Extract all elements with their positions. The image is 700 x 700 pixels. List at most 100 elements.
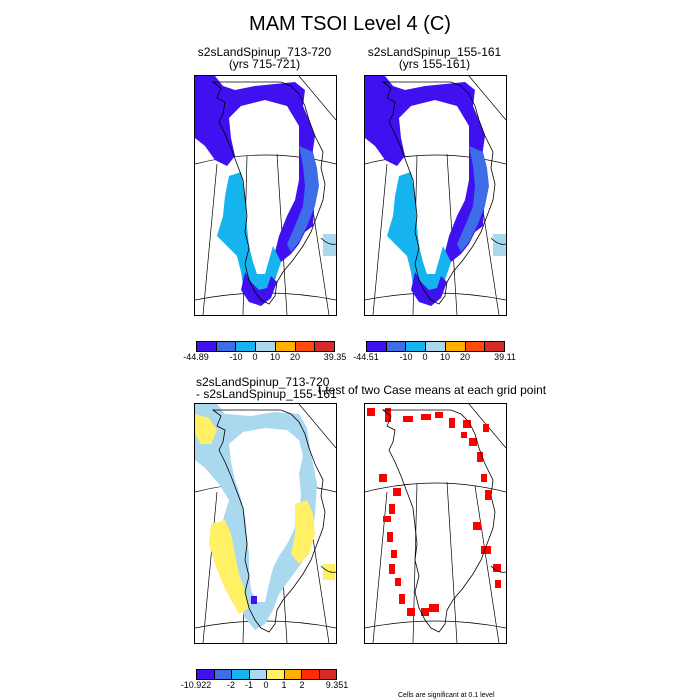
colorbar-swatch xyxy=(236,342,257,351)
colorbar-3-tick: 1 xyxy=(281,680,287,690)
significant-cell xyxy=(435,412,443,418)
colorbar-3-max: 9.351 xyxy=(325,680,349,690)
colorbar-swatch xyxy=(386,342,407,351)
significant-cell xyxy=(393,488,401,496)
mild-region xyxy=(387,172,451,302)
significant-cell xyxy=(389,564,395,574)
significant-cell xyxy=(477,452,483,462)
map-panel-3 xyxy=(194,403,337,644)
cold-region xyxy=(241,272,277,306)
colorbar-1-max: 39.35 xyxy=(323,352,347,362)
latitude-line xyxy=(365,620,506,629)
colorbar-2-max: 39.11 xyxy=(494,352,516,362)
colorbar-swatch xyxy=(284,670,302,679)
cold-cell xyxy=(251,596,257,604)
colorbar-swatch xyxy=(232,670,250,679)
panel-1-title: s2sLandSpinup_713-720 (yrs 715-721) xyxy=(194,46,335,70)
panel-3-title-line1: s2sLandSpinup_713-720 xyxy=(196,375,330,389)
significant-cell xyxy=(389,504,395,514)
greenland-coastline xyxy=(381,81,496,305)
meridian-line xyxy=(202,491,218,643)
colorbar-3-tick: 0 xyxy=(263,680,269,690)
colorbar-1-tick: 10 xyxy=(269,352,281,362)
significant-cell xyxy=(421,608,429,616)
significant-cell xyxy=(493,564,501,572)
map-panel-1 xyxy=(194,75,337,316)
significant-cell xyxy=(481,546,491,554)
colorbar-swatch xyxy=(214,670,232,679)
island-cell xyxy=(323,234,336,256)
cold-region xyxy=(365,76,485,262)
colorbar-swatch xyxy=(302,670,320,679)
colorbar-swatch xyxy=(249,670,267,679)
latitude-line xyxy=(365,154,506,165)
colorbar-2-tick: 0 xyxy=(422,352,428,362)
meridian-line xyxy=(372,491,388,643)
significant-cell xyxy=(391,550,397,558)
panel-2-title-line1: s2sLandSpinup_155-161 xyxy=(367,45,502,59)
colorbar-swatch xyxy=(319,670,336,679)
cool-region xyxy=(457,146,489,252)
colorbar-2-swatches xyxy=(366,341,505,352)
colorbar-2-min: -44.51 xyxy=(353,352,379,362)
greenland-coastline xyxy=(381,409,496,633)
significant-cell xyxy=(385,408,391,422)
colorbar-3-tick: -2 xyxy=(226,680,236,690)
colorbar-swatch xyxy=(315,342,335,351)
slight-warm-region xyxy=(195,414,217,444)
colorbar-swatch xyxy=(197,342,217,351)
colorbar-2-tick: -10 xyxy=(399,352,413,362)
colorbar-swatch xyxy=(197,670,215,679)
colorbar-1-tick: 0 xyxy=(252,352,258,362)
significant-cell xyxy=(379,474,387,482)
island-coastline xyxy=(320,237,336,245)
cold-region xyxy=(411,272,447,306)
meridian-line xyxy=(468,76,506,121)
colorbar-swatch xyxy=(267,670,285,679)
significant-cell xyxy=(461,432,467,438)
colorbar-swatch xyxy=(465,342,486,351)
colorbar-2: -44.51 -10 0 10 20 39.11 xyxy=(353,341,516,371)
colorbar-swatch xyxy=(367,342,387,351)
map-panel-2 xyxy=(364,75,507,316)
colorbar-1-tick: -10 xyxy=(229,352,243,362)
significant-cell xyxy=(421,414,431,420)
significant-cell xyxy=(481,474,487,482)
meridian-line xyxy=(298,76,336,121)
meridian-line xyxy=(474,485,500,643)
significant-cell xyxy=(449,418,455,428)
colorbar-swatch xyxy=(445,342,466,351)
significant-cell xyxy=(383,516,391,522)
colorbar-swatch xyxy=(216,342,237,351)
ice-sheet xyxy=(229,428,303,602)
latitude-line xyxy=(365,482,506,493)
slight-warm-region xyxy=(291,500,315,564)
significant-cell xyxy=(483,424,489,432)
colorbar-swatch xyxy=(406,342,427,351)
panel-1-title-line2: (yrs 715-721) xyxy=(228,57,301,71)
significant-cell xyxy=(395,578,401,586)
panel-4-title-line1: t-test of two Case means at each grid po… xyxy=(318,383,547,397)
significant-cell xyxy=(399,594,405,604)
map-svg-1 xyxy=(195,76,336,315)
greenland-coastline xyxy=(211,409,326,633)
significant-cell xyxy=(463,420,471,428)
significant-cell xyxy=(429,604,439,612)
greenland-coastline xyxy=(211,81,326,305)
panel-2-title: s2sLandSpinup_155-161 (yrs 155-161) xyxy=(364,46,505,70)
map-panel-4 xyxy=(364,403,507,644)
colorbar-swatch xyxy=(295,342,316,351)
meridian-line xyxy=(412,483,418,643)
map-svg-3 xyxy=(195,404,336,643)
colorbar-1-tick: 20 xyxy=(289,352,301,362)
page-title: MAM TSOI Level 4 (C) xyxy=(249,13,451,35)
panel-4-title: t-test of two Case means at each grid po… xyxy=(318,384,546,396)
latitude-line xyxy=(195,154,336,165)
significant-cell xyxy=(495,580,501,588)
significant-cell xyxy=(367,408,375,416)
colorbar-3-swatches xyxy=(196,669,337,680)
map-svg-4 xyxy=(365,404,506,643)
colorbar-swatch xyxy=(256,342,276,351)
mild-region xyxy=(217,172,281,302)
meridian-line xyxy=(202,163,218,315)
